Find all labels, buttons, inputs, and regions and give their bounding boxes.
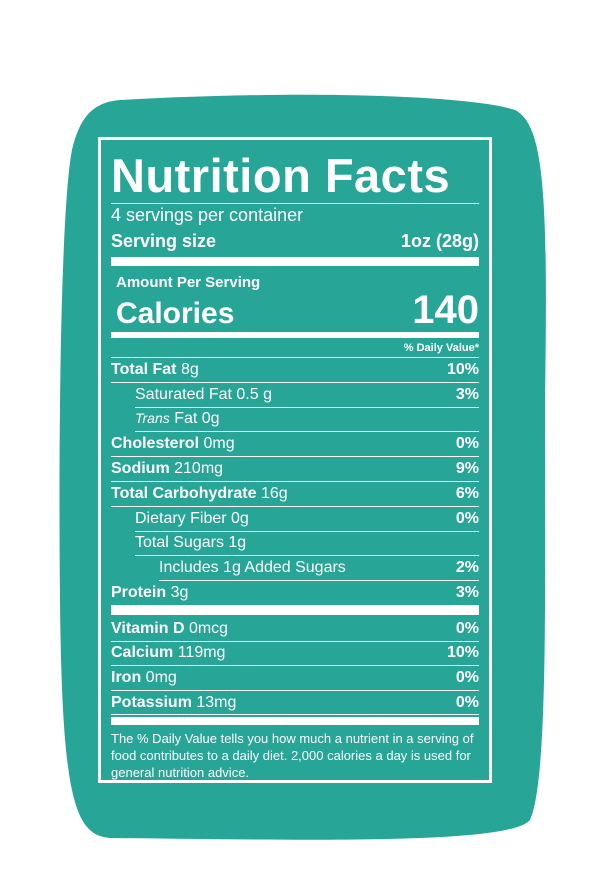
medium-rule — [111, 332, 479, 338]
nutrient-amount: 13mg — [196, 693, 237, 711]
serving-size-row: Serving size 1oz (28g) — [111, 231, 479, 252]
nutrient-row: Protein 3g 3% — [111, 581, 479, 606]
nutrient-name: Total Sugars — [135, 534, 224, 552]
nutrient-row: Includes 1g Added Sugars 2% — [159, 556, 479, 582]
nutrient: Total Carbohydrate 16g — [111, 485, 288, 503]
nutrient-name: Trans — [135, 410, 170, 427]
daily-value: 0% — [455, 668, 479, 686]
nutrient-amount: 119mg — [177, 644, 226, 662]
nutrient-name: Iron — [111, 668, 142, 686]
thick-rule — [111, 606, 479, 615]
title: Nutrition Facts — [111, 149, 451, 202]
nutrient-row: Iron 0mg 0% — [111, 666, 479, 691]
nutrient: Protein 3g — [111, 584, 188, 602]
nutrient: Vitamin D 0mcg — [111, 620, 228, 638]
daily-value: 3% — [455, 385, 479, 403]
nutrient-row: Sodium 210mg 9% — [111, 457, 479, 482]
daily-value: 0% — [455, 435, 479, 453]
nutrient-amount: 210mg — [174, 460, 224, 478]
footnote: The % Daily Value tells you how much a n… — [111, 731, 474, 780]
nutrient-name: Total Fat — [111, 360, 177, 378]
thick-rule — [111, 257, 479, 266]
daily-value: 10% — [446, 644, 479, 662]
nutrient-amount: 0mg — [145, 668, 177, 686]
servings: 4 servings per container — [111, 205, 304, 225]
nutrient: Cholesterol 0mg — [111, 435, 235, 453]
nutrient: Total Fat 8g — [111, 361, 199, 379]
serving-size: 1oz (28g) — [400, 231, 479, 251]
nutrient-row: Total Carbohydrate 16g 6% — [111, 482, 479, 507]
daily-value: 0% — [455, 693, 479, 711]
nutrient-row: Total Sugars 1g — [135, 532, 479, 557]
amount-label: Amount Per Serving — [116, 274, 261, 291]
nutrient-row: Total Fat 8g 10% — [111, 358, 479, 383]
daily-value: 6% — [455, 484, 479, 502]
daily-value: 0% — [455, 619, 479, 637]
nutrient-row: Saturated Fat 0.5 g 3% — [135, 383, 479, 408]
thick-rule — [111, 717, 479, 725]
calories-label: Calories — [116, 297, 235, 330]
nutrient-name: Saturated Fat — [135, 385, 232, 403]
nutrient-row: Dietary Fiber 0g 0% — [135, 507, 479, 532]
daily-value: 2% — [455, 559, 479, 577]
nutrient: Iron 0mg — [111, 669, 177, 687]
nutrient-row: Trans Fat 0g — [135, 408, 479, 433]
nutrient-amount: 0g — [231, 509, 249, 527]
calories-value: 140 — [412, 288, 479, 332]
nutrient-name: Dietary Fiber — [135, 509, 227, 527]
rule — [111, 203, 479, 204]
nutrient-name: Cholesterol — [111, 435, 200, 453]
nutrient: Potassium 13mg — [111, 694, 236, 712]
nutrient: Saturated Fat 0.5 g — [135, 386, 272, 404]
nutrient-name: Calcium — [111, 644, 174, 662]
nutrient-name: Total Carbohydrate — [111, 484, 257, 502]
nutrient-row: Potassium 13mg 0% — [111, 691, 479, 716]
daily-value: 0% — [455, 509, 479, 527]
nutrient-amount: 1g — [228, 534, 247, 552]
nutrient-amount: 0mg — [203, 435, 235, 453]
nutrient: Includes 1g Added Sugars — [159, 559, 346, 577]
nutrient-amount: Fat 0g — [174, 410, 220, 428]
nutrient-name: Vitamin D — [111, 619, 185, 637]
nutrient: Calcium 119mg — [111, 644, 225, 662]
serving-size-label: Serving size — [111, 231, 217, 251]
nutrient: Sodium 210mg — [111, 460, 223, 478]
nutrient-amount: 16g — [260, 484, 288, 502]
nutrient: Dietary Fiber 0g — [135, 510, 249, 528]
nutrient-row: Calcium 119mg 10% — [111, 642, 479, 667]
daily-value: 9% — [455, 460, 479, 478]
nutrient-name: Sodium — [111, 460, 170, 478]
nutrient-amount: 0mcg — [188, 619, 229, 637]
nutrient: Total Sugars 1g — [135, 534, 246, 552]
nutrient-amount: 8g — [180, 360, 199, 378]
rule — [111, 357, 479, 358]
nutrient-row: Cholesterol 0mg 0% — [111, 432, 479, 458]
calories-row: Calories 140 — [116, 288, 479, 333]
nutrient: Trans Fat 0g — [135, 410, 220, 428]
nutrient-name: Includes 1g Added Sugars — [159, 559, 346, 577]
nutrient-amount: 3g — [170, 584, 189, 602]
dv-heading: % Daily Value* — [403, 342, 479, 354]
nutrient-name: Protein — [111, 584, 167, 602]
nutrient-name: Potassium — [111, 693, 192, 711]
daily-value: 10% — [446, 360, 479, 378]
nutrient-row: Vitamin D 0mcg 0% — [111, 617, 479, 642]
daily-value: 3% — [455, 584, 479, 602]
nutrient-amount: 0.5 g — [236, 385, 272, 403]
label-box: Nutrition Facts 4 servings per container… — [98, 137, 492, 783]
